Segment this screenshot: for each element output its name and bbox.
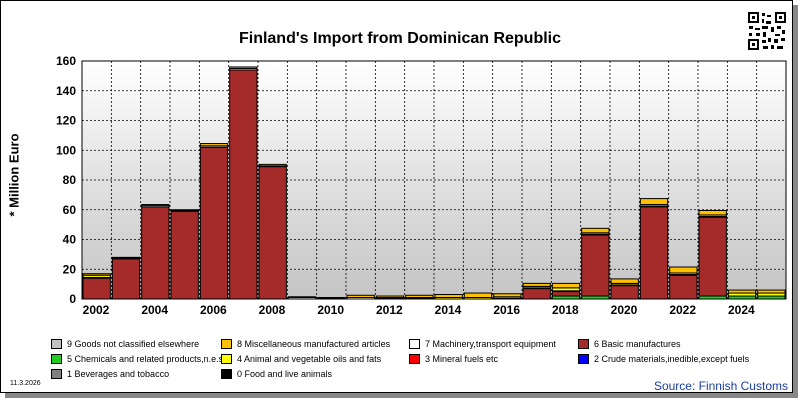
bar-segment — [82, 273, 111, 276]
legend-label: 6 Basic manufactures — [594, 339, 681, 349]
bar-segment — [317, 297, 346, 299]
bar-segment — [639, 198, 669, 206]
y-tick-label: 60 — [63, 203, 77, 217]
legend-swatch — [409, 354, 420, 364]
legend-label: 5 Chemicals and related products,n.e.s. — [67, 354, 226, 364]
bar-segment — [199, 146, 229, 300]
bar-segment — [405, 294, 434, 299]
legend-item: 5 Chemicals and related products,n.e.s. — [51, 354, 226, 364]
legend-item: 6 Basic manufactures — [578, 339, 681, 349]
legend-label: 7 Machinery,transport equipment — [425, 339, 556, 349]
legend-swatch — [51, 339, 62, 349]
y-tick-label: 20 — [63, 262, 77, 276]
bar-segment — [493, 293, 522, 298]
y-tick-label: 140 — [56, 84, 76, 98]
x-tick-label: 2010 — [317, 303, 344, 317]
x-tick-label: 2016 — [493, 303, 520, 317]
y-tick-label: 120 — [56, 114, 76, 128]
legend-item: 9 Goods not classified elsewhere — [51, 339, 199, 349]
bar-segment — [522, 282, 551, 287]
x-tick-label: 2022 — [669, 303, 696, 317]
chart-title: Finland's Import from Dominican Republic — [238, 30, 562, 47]
chart-plot: 0 20 40 60 80 100 120 140 160 2002 2004 2006 2008 201… — [56, 54, 787, 317]
bar-segment — [434, 294, 463, 299]
bar-segment — [141, 206, 170, 300]
bar-segment — [258, 166, 287, 300]
source-note: Source: Finnish Customs — [653, 379, 788, 393]
y-tick-label: 160 — [56, 54, 76, 68]
legend-swatch — [51, 369, 62, 379]
qr-code-icon — [747, 11, 787, 51]
bar-segment — [199, 143, 229, 147]
bar-segment — [287, 296, 317, 299]
y-tick-label: 100 — [56, 143, 76, 157]
bar-segment — [141, 204, 170, 206]
bar-segment — [170, 209, 199, 211]
legend-item: 4 Animal and vegetable oils and fats — [221, 354, 381, 364]
bar-segment — [346, 294, 375, 299]
x-tick-label: 2002 — [83, 303, 110, 317]
y-tick-label: 40 — [63, 233, 77, 247]
x-tick-label: 2008 — [259, 303, 286, 317]
bar-segment — [258, 163, 287, 167]
bar-segment — [727, 289, 757, 294]
x-tick-label: 2014 — [435, 303, 462, 317]
y-tick-label: 80 — [63, 173, 77, 187]
legend-swatch — [221, 369, 232, 379]
legend-label: 3 Mineral fuels etc — [425, 354, 499, 364]
bar-segment — [229, 69, 258, 300]
legend-label: 8 Miscellaneous manufactured articles — [237, 339, 391, 349]
legend-label: 2 Crude materials,inedible,except fuels — [594, 354, 750, 364]
bar-segment — [757, 289, 786, 294]
legend-item: 1 Beverages and tobacco — [51, 369, 169, 379]
x-tick-label: 2006 — [200, 303, 227, 317]
bar-segment — [610, 285, 639, 300]
legend-label: 4 Animal and vegetable oils and fats — [237, 354, 382, 364]
x-tick-label: 2024 — [728, 303, 755, 317]
bar-segment — [669, 266, 698, 274]
bar-segment — [698, 209, 727, 216]
bar-segment — [610, 278, 639, 284]
legend-swatch — [578, 354, 589, 364]
bar-segment — [229, 66, 258, 69]
plot-border — [81, 60, 787, 300]
legend-swatch — [221, 339, 232, 349]
legend-item: 8 Miscellaneous manufactured articles — [221, 339, 390, 349]
bar-segment — [551, 291, 581, 297]
x-tick-label: 2012 — [376, 303, 403, 317]
bar-segment — [581, 227, 610, 234]
bar-segment — [669, 274, 698, 300]
bar-segment — [375, 295, 405, 299]
bar-segment — [111, 258, 141, 300]
y-tick-label: 0 — [69, 292, 76, 306]
bar-segment — [463, 292, 493, 299]
legend-swatch — [51, 354, 62, 364]
date-stamp: 11.3.2026 — [10, 380, 41, 387]
legend-item: 0 Food and live animals — [221, 369, 332, 379]
bar-segment — [698, 216, 727, 297]
bar-segment — [581, 234, 610, 297]
x-tick-label: 2020 — [611, 303, 638, 317]
legend-item: 3 Mineral fuels etc — [409, 354, 498, 364]
legend-label: 0 Food and live animals — [237, 369, 333, 379]
legend-swatch — [578, 339, 589, 349]
bar-segment — [551, 282, 581, 289]
x-tick-label: 2004 — [141, 303, 168, 317]
legend-label: 9 Goods not classified elsewhere — [67, 339, 200, 349]
bar-segment — [170, 210, 199, 300]
legend-item: 2 Crude materials,inedible,except fuels — [578, 354, 749, 364]
legend-swatch — [409, 339, 420, 349]
legend-swatch — [221, 354, 232, 364]
bar-segment — [639, 206, 669, 300]
bar-segment — [522, 288, 551, 300]
legend-item: 7 Machinery,transport equipment — [409, 339, 556, 349]
bar-segment — [82, 277, 111, 300]
legend-label: 1 Beverages and tobacco — [67, 369, 170, 379]
bar-segment — [111, 256, 141, 259]
x-tick-label: 2018 — [552, 303, 579, 317]
